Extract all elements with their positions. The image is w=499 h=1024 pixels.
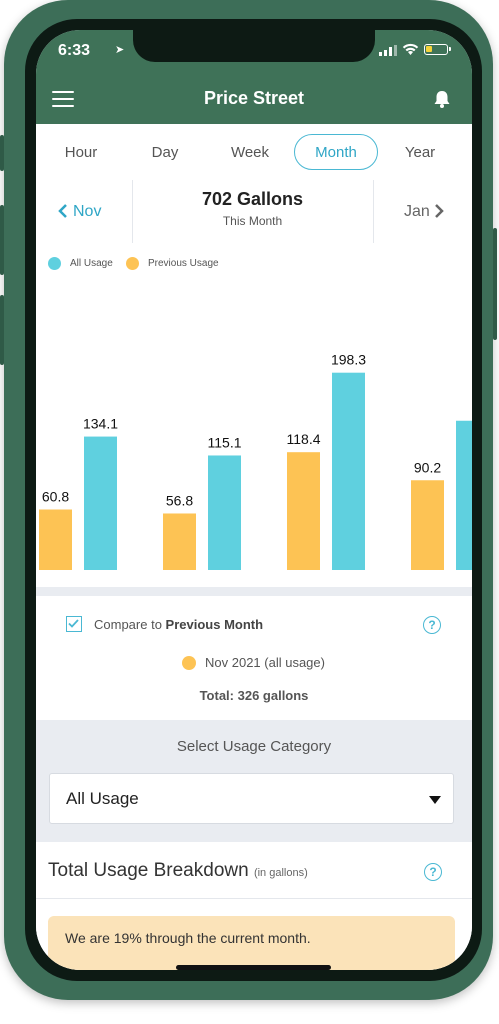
legend-dot-all <box>48 257 61 270</box>
breakdown-title: Total Usage Breakdown (in gallons) <box>48 860 308 882</box>
compare-bold: Previous Month <box>165 617 264 632</box>
battery-icon <box>424 44 451 55</box>
bar-all-4[interactable] <box>456 420 472 570</box>
status-time: 6:33 <box>58 42 91 59</box>
tab-month[interactable]: Month <box>294 134 378 170</box>
legend-previous-usage-label: Previous Usage <box>148 258 219 269</box>
previous-series-label: Nov 2021 (all usage) <box>205 655 325 670</box>
label-previous-4: 90.2 <box>414 459 441 475</box>
bar-previous-2[interactable] <box>163 513 196 570</box>
legend-all-usage-label: All Usage <box>70 258 113 269</box>
label-all-1: 134.1 <box>83 416 118 432</box>
usage-category-select[interactable]: All Usage <box>49 773 454 824</box>
tab-day[interactable]: Day <box>151 144 179 161</box>
tab-hour[interactable]: Hour <box>64 144 98 161</box>
legend-dot-previous <box>126 257 139 270</box>
chevron-left-icon <box>58 204 67 218</box>
tab-year[interactable]: Year <box>404 144 436 161</box>
category-title: Select Usage Category <box>176 738 332 755</box>
home-indicator <box>176 965 331 970</box>
next-month-button[interactable]: Jan <box>373 180 472 243</box>
mute-switch <box>0 135 4 171</box>
volume-up-button <box>0 205 4 275</box>
page-title: Price Street <box>203 88 305 108</box>
tab-week[interactable]: Week <box>230 144 270 161</box>
breakdown-subtitle: (in gallons) <box>253 867 308 879</box>
cellular-signal-icon <box>379 45 397 56</box>
label-all-3: 198.3 <box>331 352 366 368</box>
bar-previous-3[interactable] <box>287 452 320 570</box>
notch <box>133 30 375 62</box>
category-section: Select Usage Category All Usage <box>36 720 472 842</box>
compare-checkbox[interactable] <box>66 616 82 632</box>
breakdown-title-text: Total Usage Breakdown <box>48 860 249 881</box>
previous-month-label: Nov <box>73 203 102 220</box>
previous-month-button[interactable]: Nov <box>36 180 133 243</box>
check-icon <box>68 619 79 628</box>
month-total: 702 Gallons <box>201 189 304 209</box>
period-tabs: Hour Day Week Month Year <box>36 124 472 181</box>
bell-icon[interactable] <box>432 89 452 109</box>
bar-previous-4[interactable] <box>411 480 444 570</box>
label-previous-2: 56.8 <box>166 492 193 508</box>
app-header: Price Street <box>36 74 472 124</box>
compare-panel: Compare to Previous Month ? Nov 2021 (al… <box>36 596 472 720</box>
breakdown-divider <box>36 898 472 899</box>
bar-all-3[interactable] <box>332 372 365 570</box>
progress-notice: We are 19% through the current month. <box>48 916 455 970</box>
month-subtitle: This Month <box>222 214 283 228</box>
progress-notice-text: We are 19% through the current month. <box>65 930 311 946</box>
label-previous-1: 60.8 <box>42 489 69 505</box>
month-navigation: Nov 702 Gallons This Month Jan <box>36 180 472 244</box>
location-arrow-icon: ➤ <box>115 44 125 56</box>
compare-label: Compare to Previous Month <box>94 617 263 632</box>
label-previous-3: 118.4 <box>287 431 321 447</box>
volume-down-button <box>0 295 4 365</box>
chevron-right-icon <box>435 204 444 218</box>
caret-down-icon <box>429 796 441 804</box>
usage-breakdown: Total Usage Breakdown (in gallons) ? We … <box>36 842 472 970</box>
wifi-icon <box>402 43 419 55</box>
previous-series-dot <box>182 656 196 670</box>
bar-previous-1[interactable] <box>39 509 72 570</box>
compare-prefix: Compare to <box>94 617 166 632</box>
previous-total: Total: 326 gallons <box>199 688 309 703</box>
app-screen: 6:33 ➤ Price Street Hour Day Week Month … <box>36 30 472 970</box>
compare-help-icon[interactable]: ? <box>423 616 441 634</box>
next-month-label: Jan <box>404 203 430 220</box>
category-selected-value: All Usage <box>66 789 139 808</box>
power-button <box>493 228 497 340</box>
bar-all-2[interactable] <box>208 455 241 570</box>
hamburger-menu-icon[interactable] <box>52 91 74 107</box>
breakdown-help-icon[interactable]: ? <box>424 863 442 881</box>
label-all-2: 115.1 <box>208 434 242 450</box>
bar-all-1[interactable] <box>84 436 117 570</box>
